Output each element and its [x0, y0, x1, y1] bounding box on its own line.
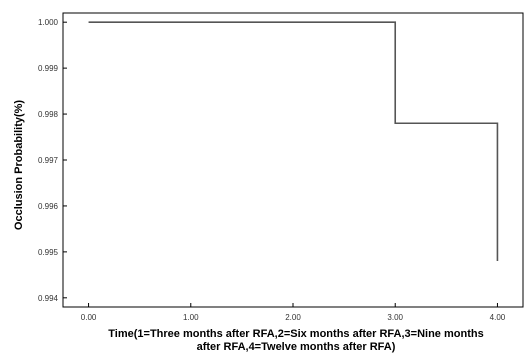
y-tick-label: 0.996: [38, 202, 59, 211]
x-tick-label: 4.00: [490, 313, 506, 322]
x-tick-label: 2.00: [285, 313, 301, 322]
x-axis-title-line-1: Time(1=Three months after RFA,2=Six mont…: [108, 328, 483, 340]
x-axis-ticks: 0.00 1.00 2.00 3.00 4.00: [81, 303, 506, 322]
x-axis-title-line-2: after RFA,4=Twelve months after RFA): [197, 341, 396, 353]
x-tick-label: 3.00: [387, 313, 403, 322]
y-tick-label: 0.995: [38, 248, 59, 257]
y-axis-title: Occlusion Probability(%): [13, 100, 25, 231]
y-tick-label: 0.997: [38, 156, 59, 165]
x-tick-label: 0.00: [81, 313, 97, 322]
y-tick-label: 0.999: [38, 64, 59, 73]
x-tick-label: 1.00: [183, 313, 199, 322]
y-tick-label: 0.998: [38, 110, 59, 119]
y-tick-label: 1.000: [38, 18, 59, 27]
series-line: [88, 21, 499, 262]
y-tick-label: 0.994: [38, 294, 59, 303]
y-axis-ticks: 0.994 0.995 0.996 0.997 0.998 0.999 1.000: [38, 18, 67, 303]
plot-area: [62, 12, 524, 308]
